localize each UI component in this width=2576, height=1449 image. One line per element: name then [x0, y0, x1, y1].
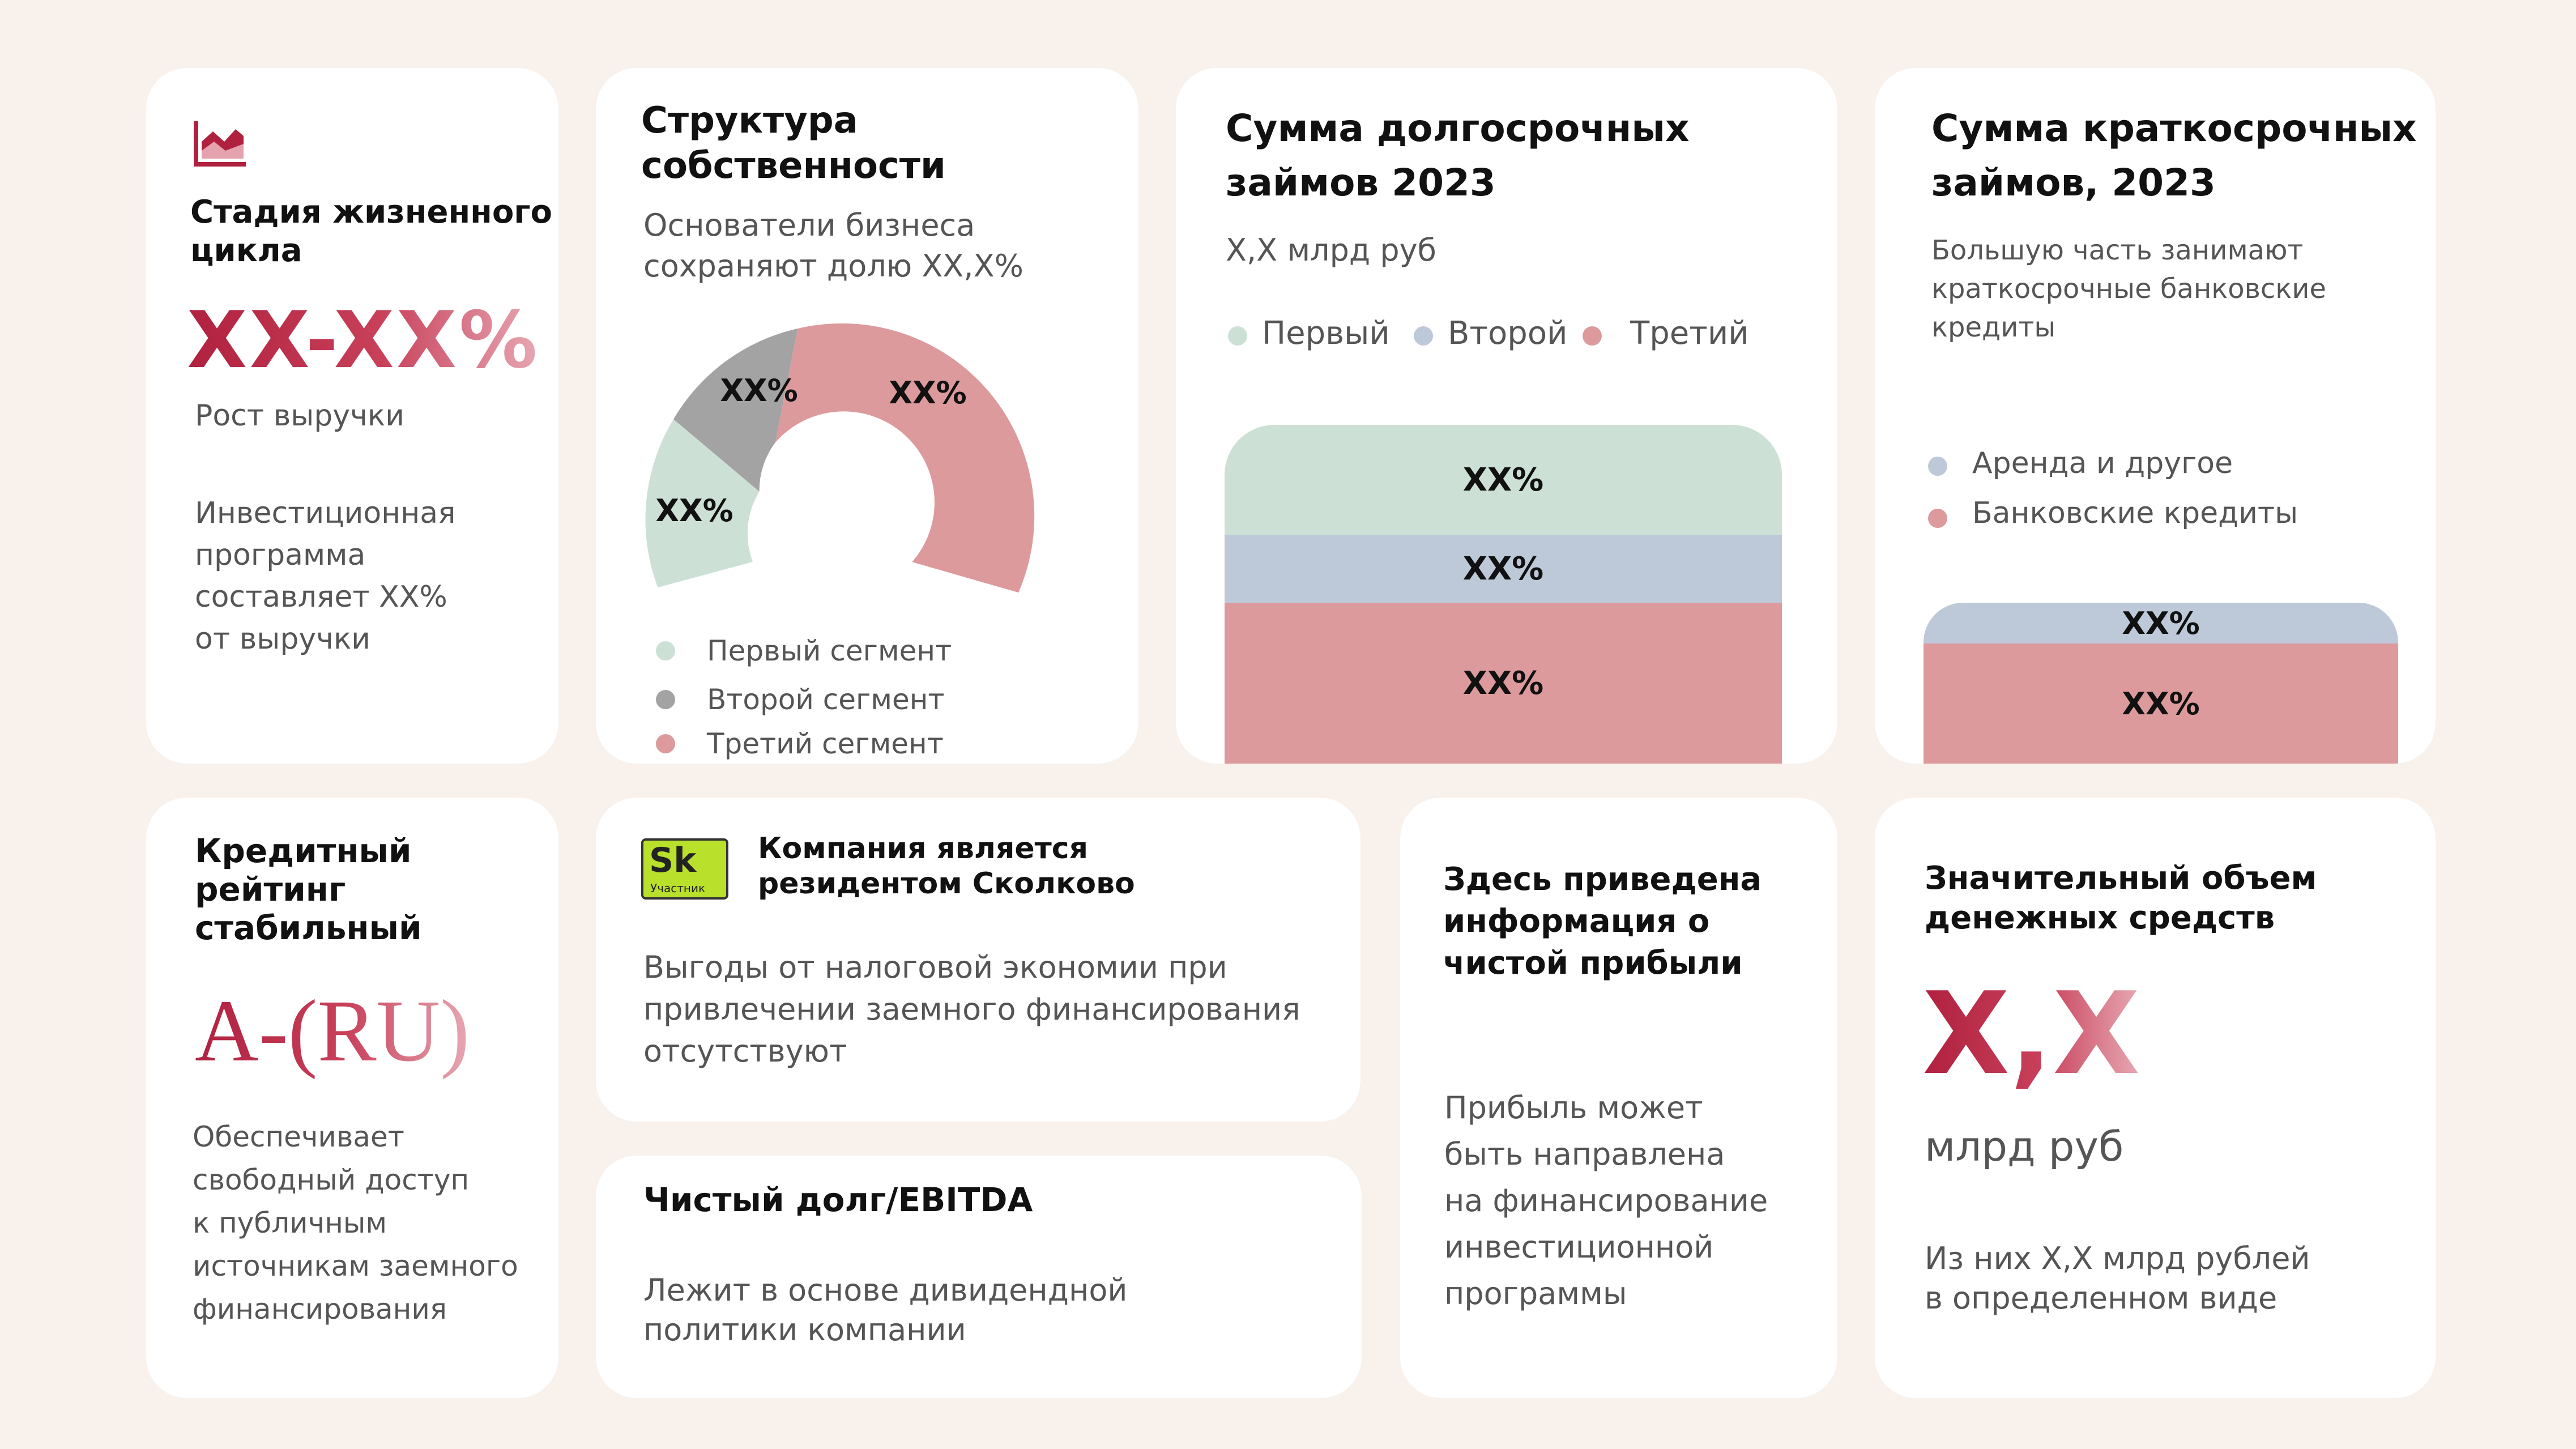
shortterm-desc-line3: кредиты: [1931, 312, 2056, 343]
skolkovo-logo: Sk Участник: [641, 838, 728, 900]
netdebt-body-line1: Лежит в основе дивидендной: [643, 1272, 1128, 1308]
rating-body-line4: источникам заемного: [193, 1250, 518, 1282]
shortterm-desc-line1: Большую часть занимают: [1931, 235, 2304, 266]
lifecycle-body-line2: программа: [195, 538, 366, 572]
net-profit-card: Здесь приведена информация о чистой приб…: [1400, 798, 1837, 1398]
shortterm-legend-second: Банковские кредиты: [1972, 496, 2298, 530]
lifecycle-title-line1: Стадия жизненного: [190, 194, 553, 231]
shortterm-title-line2: займов, 2023: [1931, 161, 2216, 204]
longterm-title-line1: Сумма долгосрочных: [1226, 106, 1690, 150]
lifecycle-title-line2: цикла: [190, 232, 302, 269]
shortterm-legend-first: Аренда и другое: [1972, 446, 2233, 480]
netdebt-body-line2: политики компании: [643, 1312, 966, 1348]
donut-segment-first: [645, 419, 760, 587]
longterm-stacked-bar: XX% XX% XX%: [1225, 425, 1782, 764]
longterm-legend-dot-first: [1228, 326, 1247, 346]
longterm-subtitle: X,X млрд руб: [1226, 232, 1436, 268]
donut-segment-third: [775, 323, 1035, 593]
shortterm-legend-dot-second: [1928, 509, 1947, 528]
cash-body-line1: Из них X,X млрд рублей: [1925, 1241, 2310, 1276]
skolkovo-logo-caption: Участник: [650, 881, 706, 895]
rating-title-line1: Кредитный: [195, 832, 412, 870]
skolkovo-card: Sk Участник Компания является резидентом…: [596, 798, 1360, 1122]
shortterm-title-line1: Сумма краткосрочных: [1931, 106, 2417, 150]
shortterm-stacked-bar: XX% XX%: [1924, 603, 2398, 764]
ownership-subtitle-line1: Основатели бизнеса: [643, 207, 975, 243]
donut-label-first: XX%: [655, 493, 733, 529]
donut-label-second: XX%: [720, 373, 797, 408]
rating-value: A-(RU): [195, 980, 470, 1082]
cash-title-line2: денежных средств: [1925, 900, 2275, 936]
profit-title-line1: Здесь приведена: [1443, 861, 1762, 898]
net-debt-card: Чистый долг/EBITDA Лежит в основе дивиде…: [596, 1156, 1362, 1398]
longterm-bar-third: XX%: [1225, 603, 1782, 764]
skolkovo-title-line1: Компания является: [758, 832, 1088, 866]
profit-title-line3: чистой прибыли: [1443, 945, 1743, 982]
skolkovo-body-line3: отсутствуют: [643, 1033, 847, 1069]
lifecycle-body-line1: Инвестиционная: [195, 496, 456, 530]
ownership-card: Структура собственности Основатели бизне…: [596, 68, 1138, 764]
chart-area-icon: [194, 121, 246, 167]
profit-title-line2: информация о: [1443, 903, 1710, 940]
shortterm-legend-dot-first: [1928, 457, 1947, 476]
profit-body-line5: программы: [1444, 1276, 1627, 1311]
shortterm-desc-line2: краткосрочные банковские: [1931, 273, 2327, 305]
ownership-subtitle-line2: сохраняют долю XX,X%: [643, 248, 1023, 284]
lifecycle-big-value: XX-XX%: [187, 295, 540, 386]
rating-title-line3: стабильный: [195, 909, 422, 947]
longterm-legend-first: Первый: [1262, 315, 1390, 352]
ownership-title-line2: собственности: [641, 145, 946, 187]
longterm-bar-first: XX%: [1225, 425, 1782, 535]
netdebt-title: Чистый долг/EBITDA: [643, 1180, 1033, 1219]
skolkovo-body-line2: привлечении заемного финансирования: [643, 991, 1300, 1027]
skolkovo-title-line2: резидентом Сколково: [758, 867, 1135, 901]
rating-body-line1: Обеспечивает: [193, 1120, 404, 1153]
ownership-legend-first: Первый сегмент: [707, 634, 952, 667]
shortterm-loans-card: Сумма краткосрочных займов, 2023 Большую…: [1875, 68, 2436, 764]
lifecycle-subtitle: Рост выручки: [195, 399, 404, 433]
longterm-bar-second: XX%: [1225, 535, 1782, 603]
rating-title-line2: рейтинг: [195, 870, 346, 909]
ownership-legend-third: Третий сегмент: [707, 727, 944, 760]
lifecycle-body-line3: составляет XX%: [195, 580, 447, 614]
longterm-legend-third: Третий: [1630, 315, 1749, 352]
lifecycle-card: Стадия жизненного цикла XX-XX% Рост выру…: [146, 68, 558, 764]
profit-body-line2: быть направлена: [1444, 1136, 1725, 1172]
donut-segment-second: [673, 329, 798, 492]
rating-body-line5: финансирования: [193, 1293, 447, 1326]
cash-body-line2: в определенном виде: [1925, 1280, 2278, 1316]
rating-card: Кредитный рейтинг стабильный A-(RU) Обес…: [146, 798, 558, 1398]
cash-unit: млрд руб: [1925, 1123, 2124, 1170]
rating-body-line2: свободный доступ: [193, 1164, 470, 1196]
donut-label-third: XX%: [889, 375, 966, 411]
lifecycle-body-line4: от выручки: [195, 622, 371, 656]
legend-dot-third: [656, 734, 675, 753]
legend-dot-first: [656, 641, 675, 660]
profit-body-line3: на финансирование: [1444, 1183, 1768, 1218]
shortterm-bar-second: XX%: [1924, 643, 2398, 764]
longterm-legend-second: Второй: [1448, 315, 1568, 352]
profit-body-line1: Прибыль может: [1444, 1090, 1703, 1126]
longterm-loans-card: Сумма долгосрочных займов 2023 X,X млрд …: [1176, 68, 1837, 764]
ownership-legend-second: Второй сегмент: [707, 683, 945, 716]
cash-big-value: X,X: [1922, 968, 2140, 1100]
ownership-donut-chart: XX% XX% XX%: [645, 323, 1035, 593]
profit-body-line4: инвестиционной: [1444, 1229, 1714, 1265]
legend-dot-second: [656, 690, 675, 709]
cash-title-line1: Значительный объем: [1925, 860, 2317, 897]
shortterm-bar-first: XX%: [1924, 603, 2398, 643]
longterm-legend-dot-second: [1414, 326, 1433, 346]
longterm-title-line2: займов 2023: [1226, 161, 1496, 204]
ownership-title-line1: Структура: [641, 100, 858, 142]
rating-body-line3: к публичным: [193, 1207, 387, 1239]
skolkovo-logo-text: Sk: [649, 841, 697, 880]
longterm-legend-dot-third: [1583, 326, 1602, 346]
skolkovo-body-line1: Выгоды от налоговой экономии при: [643, 949, 1227, 985]
cash-card: Значительный объем денежных средств X,X …: [1875, 798, 2436, 1398]
